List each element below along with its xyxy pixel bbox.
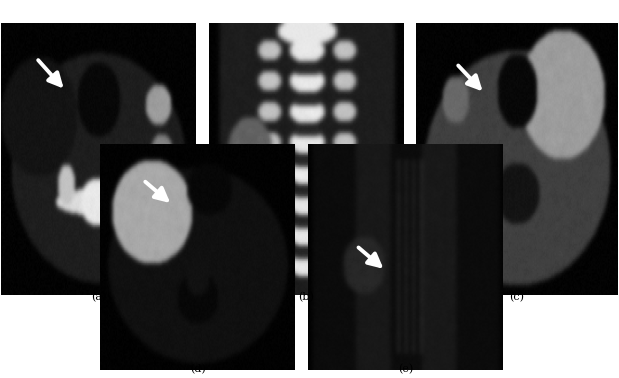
Text: (e): (e)	[398, 364, 413, 374]
Text: (a): (a)	[92, 292, 106, 302]
Text: (c): (c)	[509, 292, 524, 302]
Text: (d): (d)	[190, 364, 206, 374]
Text: (b): (b)	[298, 292, 314, 302]
